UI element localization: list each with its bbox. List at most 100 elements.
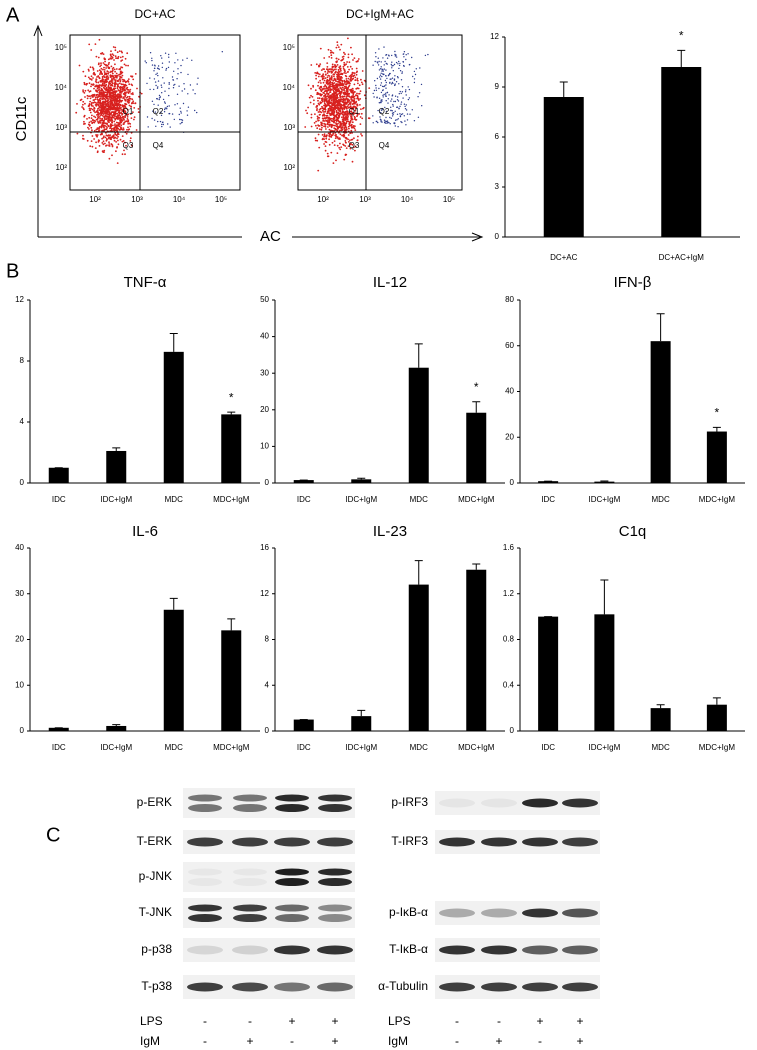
error-bar: [712, 697, 721, 705]
quadrant-label: Q2: [153, 107, 164, 116]
dot: [315, 120, 317, 123]
band: [187, 945, 223, 955]
band: [522, 837, 558, 847]
dot: [406, 119, 409, 121]
dot: [181, 119, 184, 121]
dot: [317, 169, 320, 172]
dot: [356, 115, 358, 118]
dot: [346, 66, 349, 68]
dot: [339, 125, 342, 128]
axis-label: CD11c: [13, 96, 30, 141]
bar: [48, 467, 69, 483]
dot: [88, 104, 91, 107]
treatment-sign: +: [576, 1034, 583, 1048]
dot: [97, 116, 100, 119]
dot: [108, 61, 110, 64]
treatment-label: LPS: [140, 1014, 163, 1028]
y-tick-label: 0: [20, 478, 25, 487]
dot: [105, 75, 108, 78]
dot: [105, 107, 108, 110]
dot: [387, 102, 389, 104]
dot: [333, 118, 335, 121]
dot: [344, 153, 347, 156]
dot: [109, 116, 112, 118]
dot: [127, 78, 130, 80]
dot: [329, 68, 331, 70]
dot: [186, 57, 188, 59]
y-tick-label: 0: [20, 726, 25, 735]
dot: [93, 101, 96, 103]
dot: [339, 93, 342, 96]
dot: [399, 62, 401, 65]
bar: [408, 367, 429, 483]
y-tick-label: 10: [15, 680, 24, 689]
dot: [336, 128, 339, 130]
dot: [99, 84, 101, 86]
dot: [377, 121, 379, 124]
dot: [362, 107, 364, 110]
dot: [400, 79, 403, 81]
significance-mark: *: [229, 390, 234, 404]
dot: [343, 158, 346, 161]
plot-title: DC+AC: [134, 7, 175, 21]
dot: [118, 112, 121, 115]
dot: [327, 83, 329, 86]
dot: [128, 104, 131, 107]
dot: [321, 109, 324, 112]
dot: [111, 121, 113, 124]
dot: [99, 65, 101, 68]
dot: [179, 118, 181, 121]
dot: [399, 70, 402, 72]
dot: [339, 133, 342, 136]
dot: [336, 78, 339, 81]
dot: [336, 71, 339, 74]
dot: [96, 93, 99, 96]
quadrant-label: Q3: [349, 141, 360, 150]
dot: [176, 93, 179, 96]
dot: [349, 132, 352, 135]
dot: [325, 68, 328, 71]
dot: [105, 134, 108, 137]
dot: [385, 120, 388, 123]
dot: [105, 112, 107, 115]
dot: [109, 75, 112, 77]
dot: [342, 116, 345, 119]
dot: [334, 87, 337, 90]
dot: [114, 87, 117, 90]
dot: [328, 71, 331, 73]
dot: [346, 116, 349, 119]
x-tick-label: IDC+IgM: [345, 743, 377, 752]
dot: [305, 109, 307, 112]
dot: [117, 95, 120, 98]
dot: [113, 129, 115, 132]
dot: [359, 98, 362, 100]
dot: [320, 69, 323, 71]
dot: [116, 137, 118, 140]
x-tick-label: MDC+IgM: [699, 495, 736, 504]
dot: [157, 86, 159, 88]
dot: [183, 83, 185, 85]
dot: [339, 100, 342, 103]
dot: [94, 73, 96, 76]
dot: [333, 144, 336, 147]
dot: [327, 92, 330, 95]
dot: [400, 103, 402, 105]
dot: [221, 51, 223, 53]
dot: [322, 119, 325, 122]
dot: [381, 85, 384, 88]
dot: [137, 108, 140, 110]
dot: [114, 81, 117, 83]
dot: [112, 107, 115, 110]
dot: [323, 114, 326, 117]
dot: [96, 76, 98, 78]
dot: [396, 106, 398, 109]
dot: [347, 141, 350, 143]
dot: [338, 92, 341, 95]
dot: [386, 91, 389, 94]
dot: [164, 108, 166, 111]
dot: [345, 78, 348, 80]
dot: [341, 100, 344, 103]
dot: [317, 93, 320, 95]
dot: [380, 119, 382, 121]
dot: [102, 140, 105, 143]
